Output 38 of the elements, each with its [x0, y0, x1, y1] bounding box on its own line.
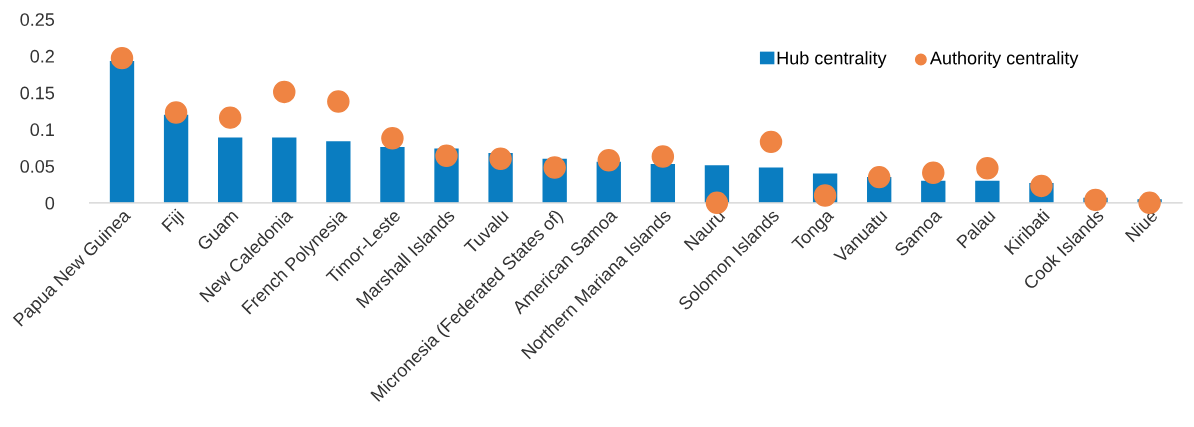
y-tick-label: 0.1 [30, 123, 54, 137]
point [976, 157, 999, 180]
bar [380, 147, 405, 203]
y-tick-label: 0 [45, 196, 55, 210]
y-tick-label: 0.15 [20, 86, 55, 100]
point [1138, 191, 1161, 215]
point [705, 191, 729, 215]
point [164, 101, 188, 124]
y-tick-label: 0.2 [30, 49, 54, 63]
point [435, 144, 458, 168]
bar [975, 180, 1000, 203]
legend-label: Authority centrality [929, 51, 1079, 69]
point [110, 46, 134, 70]
x-tick-label: Fiji [160, 208, 188, 235]
legend-label: Hub centrality [777, 51, 887, 69]
bar [272, 137, 297, 203]
point [597, 149, 620, 172]
bar [326, 141, 351, 203]
point [489, 147, 512, 170]
point [381, 126, 404, 150]
point [922, 161, 945, 184]
point [651, 145, 675, 168]
x-tick-label: Niue [1124, 208, 1159, 243]
bar [218, 137, 243, 203]
point [1084, 188, 1107, 212]
point [1030, 174, 1053, 198]
bar [163, 114, 189, 203]
y-tick-label: 0.25 [20, 13, 55, 26]
point [543, 156, 566, 179]
point [218, 106, 242, 129]
point [867, 165, 891, 189]
y-tick-label: 0.05 [20, 160, 55, 173]
bar [650, 163, 676, 203]
point [327, 90, 350, 113]
bar [109, 61, 135, 203]
point [273, 80, 296, 104]
bar [758, 167, 784, 203]
point [759, 130, 783, 154]
